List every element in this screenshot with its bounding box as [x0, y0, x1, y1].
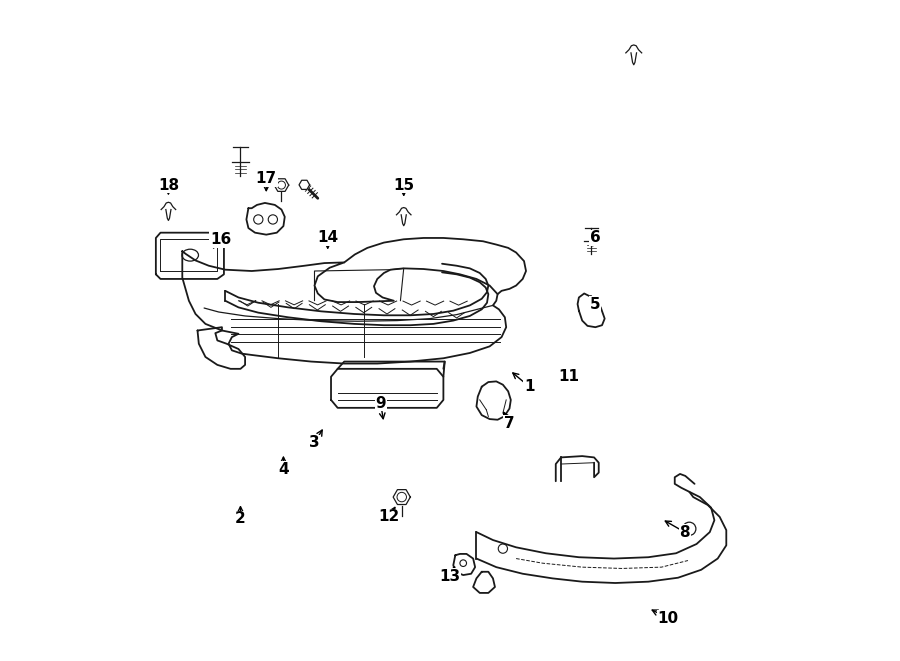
Text: 6: 6	[590, 231, 601, 245]
Text: 8: 8	[680, 525, 690, 539]
Polygon shape	[299, 180, 310, 190]
Text: 7: 7	[504, 416, 515, 430]
Text: 15: 15	[393, 178, 414, 192]
Text: 10: 10	[658, 611, 679, 625]
Text: 1: 1	[524, 379, 535, 394]
Text: 3: 3	[310, 436, 320, 450]
Text: 14: 14	[317, 231, 338, 245]
Text: 17: 17	[256, 171, 277, 186]
Text: 12: 12	[379, 510, 400, 524]
Text: 18: 18	[158, 178, 179, 192]
Text: 11: 11	[559, 369, 580, 384]
Text: 9: 9	[375, 396, 386, 410]
Text: 13: 13	[439, 569, 461, 584]
Text: 4: 4	[278, 462, 289, 477]
Text: 5: 5	[590, 297, 600, 311]
Text: 2: 2	[235, 512, 246, 526]
Text: 16: 16	[210, 232, 231, 247]
